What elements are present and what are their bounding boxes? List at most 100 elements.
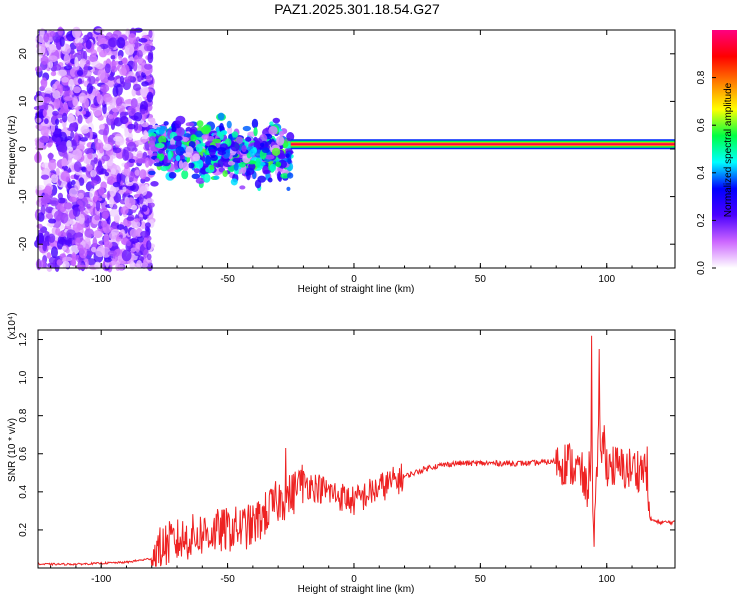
spectrogram-cell (61, 85, 71, 92)
spectrogram-cell (80, 50, 86, 61)
spectrogram-cell (102, 143, 112, 151)
spectrogram-cell (63, 65, 73, 71)
spectrogram-cell (129, 228, 139, 238)
spectrogram-cell (183, 133, 191, 138)
spectrogram-cell (50, 174, 59, 184)
spectrogram-cell (195, 159, 204, 169)
spectrogram-cell (104, 172, 110, 177)
spectrogram-cell (61, 165, 69, 170)
spectrogram-cell (135, 242, 140, 253)
x-tick-label: -50 (220, 274, 235, 285)
spectrogram-cell (94, 261, 101, 270)
spectrogram-cell (49, 197, 59, 207)
spectrogram-cell (146, 75, 152, 83)
spectrogram-cell (73, 161, 82, 173)
spectrogram-cell (208, 149, 216, 155)
spectrogram-cell (163, 121, 169, 126)
spectrogram-cell (134, 169, 140, 176)
y-tick-label: 1.2 (18, 332, 29, 346)
spectrogram-cell (173, 135, 183, 142)
spectrogram-cell (146, 261, 154, 272)
spectrogram-cell (175, 155, 181, 162)
spectrogram-cell (44, 102, 49, 111)
spectrogram-cell (107, 76, 115, 81)
spectrogram-cell (271, 147, 281, 157)
spectrogram-cell (133, 55, 139, 63)
spectrogram-cell (67, 127, 76, 132)
y-tick-label: -20 (18, 237, 29, 252)
spectrogram-cell (63, 103, 69, 111)
spectrogram-cell (74, 37, 84, 44)
spectrogram-cell (81, 110, 87, 115)
spectrogram-cell (40, 55, 49, 65)
spectrogram-cell (102, 246, 111, 258)
spectrogram-cell (37, 212, 45, 222)
spectrogram-cell (263, 169, 271, 174)
spectrogram-cell (46, 43, 57, 53)
spectrogram-cell (139, 108, 146, 115)
spectrogram-cell (146, 240, 152, 251)
spectrogram-cell (132, 83, 141, 91)
spectrogram-cell (180, 136, 190, 142)
spectrogram-cell (235, 136, 243, 145)
spectrogram-cell (130, 247, 137, 252)
spectrogram-cell (190, 134, 197, 142)
spectrogram-cell (124, 162, 130, 170)
spectrogram-cell (121, 65, 127, 76)
y-tick-label: 0 (18, 146, 29, 152)
y-tick-label: 0.4 (18, 484, 29, 498)
spectrogram-cell (275, 161, 282, 168)
y-tick-label: 0.8 (18, 408, 29, 422)
spectrogram-cell (116, 224, 125, 231)
spectrogram-cell (122, 57, 128, 65)
spectrogram-cell (149, 119, 156, 126)
spectrogram-cell (178, 160, 184, 169)
spectrogram-cell (227, 126, 233, 135)
spectrogram-cell (188, 162, 195, 169)
spectrogram-cell (108, 37, 118, 48)
spectrogram-cell (119, 75, 125, 85)
spectrogram-cell (150, 181, 159, 187)
spectrogram-cell (88, 95, 95, 101)
spectrogram-cell (232, 157, 241, 163)
y-tick-label: 0.6 (18, 446, 29, 460)
spectrogram-cell (69, 245, 80, 255)
spectrogram-cell (171, 126, 177, 132)
snr-ticks: -100 -50 0 50 100 0.2 0.4 0.6 0.8 1.0 1.2 (18, 330, 675, 585)
spectrogram-cell (85, 39, 92, 50)
spectrogram-cell (121, 249, 132, 262)
spectrogram-cell (50, 122, 56, 133)
spectrogram-cell (57, 69, 68, 77)
spectrogram-cell (125, 176, 130, 186)
spectrogram-x-label: Height of straight line (km) (298, 284, 415, 295)
spectrogram-cell (87, 153, 93, 160)
spectrogram-cell (287, 158, 292, 165)
spectrogram-cell (167, 150, 172, 161)
spectrogram-cell (216, 131, 222, 137)
spectrogram-cell (175, 146, 185, 156)
spectrogram-cell (78, 213, 85, 225)
snr-x-label: Height of straight line (km) (298, 584, 415, 595)
spectrogram-cell (140, 85, 149, 98)
spectrogram-cell (64, 96, 74, 101)
spectrogram-cell (143, 63, 153, 70)
spectrogram-cell (279, 130, 285, 137)
spectrogram-cell (96, 164, 102, 172)
spectrogram-cell (220, 130, 228, 135)
spectrogram-cell (36, 232, 45, 245)
spectrogram-cell (276, 171, 282, 181)
spectrogram-cell (68, 187, 79, 198)
spectrogram-cell (143, 130, 149, 140)
spectrogram-cell (70, 122, 77, 129)
spectrogram-cell (131, 108, 136, 115)
spectrogram-cell (163, 154, 168, 165)
spectrogram-cell (160, 165, 169, 172)
colorbar-label: Normalized spectral amplitude (723, 82, 734, 217)
spectrogram-cell (46, 222, 55, 227)
spectrogram-cell (233, 162, 239, 171)
spectrogram-cell (139, 185, 148, 196)
spectrogram-cell (136, 97, 142, 104)
x-tick-label: 100 (598, 274, 615, 285)
spectrogram-cell (140, 100, 149, 112)
